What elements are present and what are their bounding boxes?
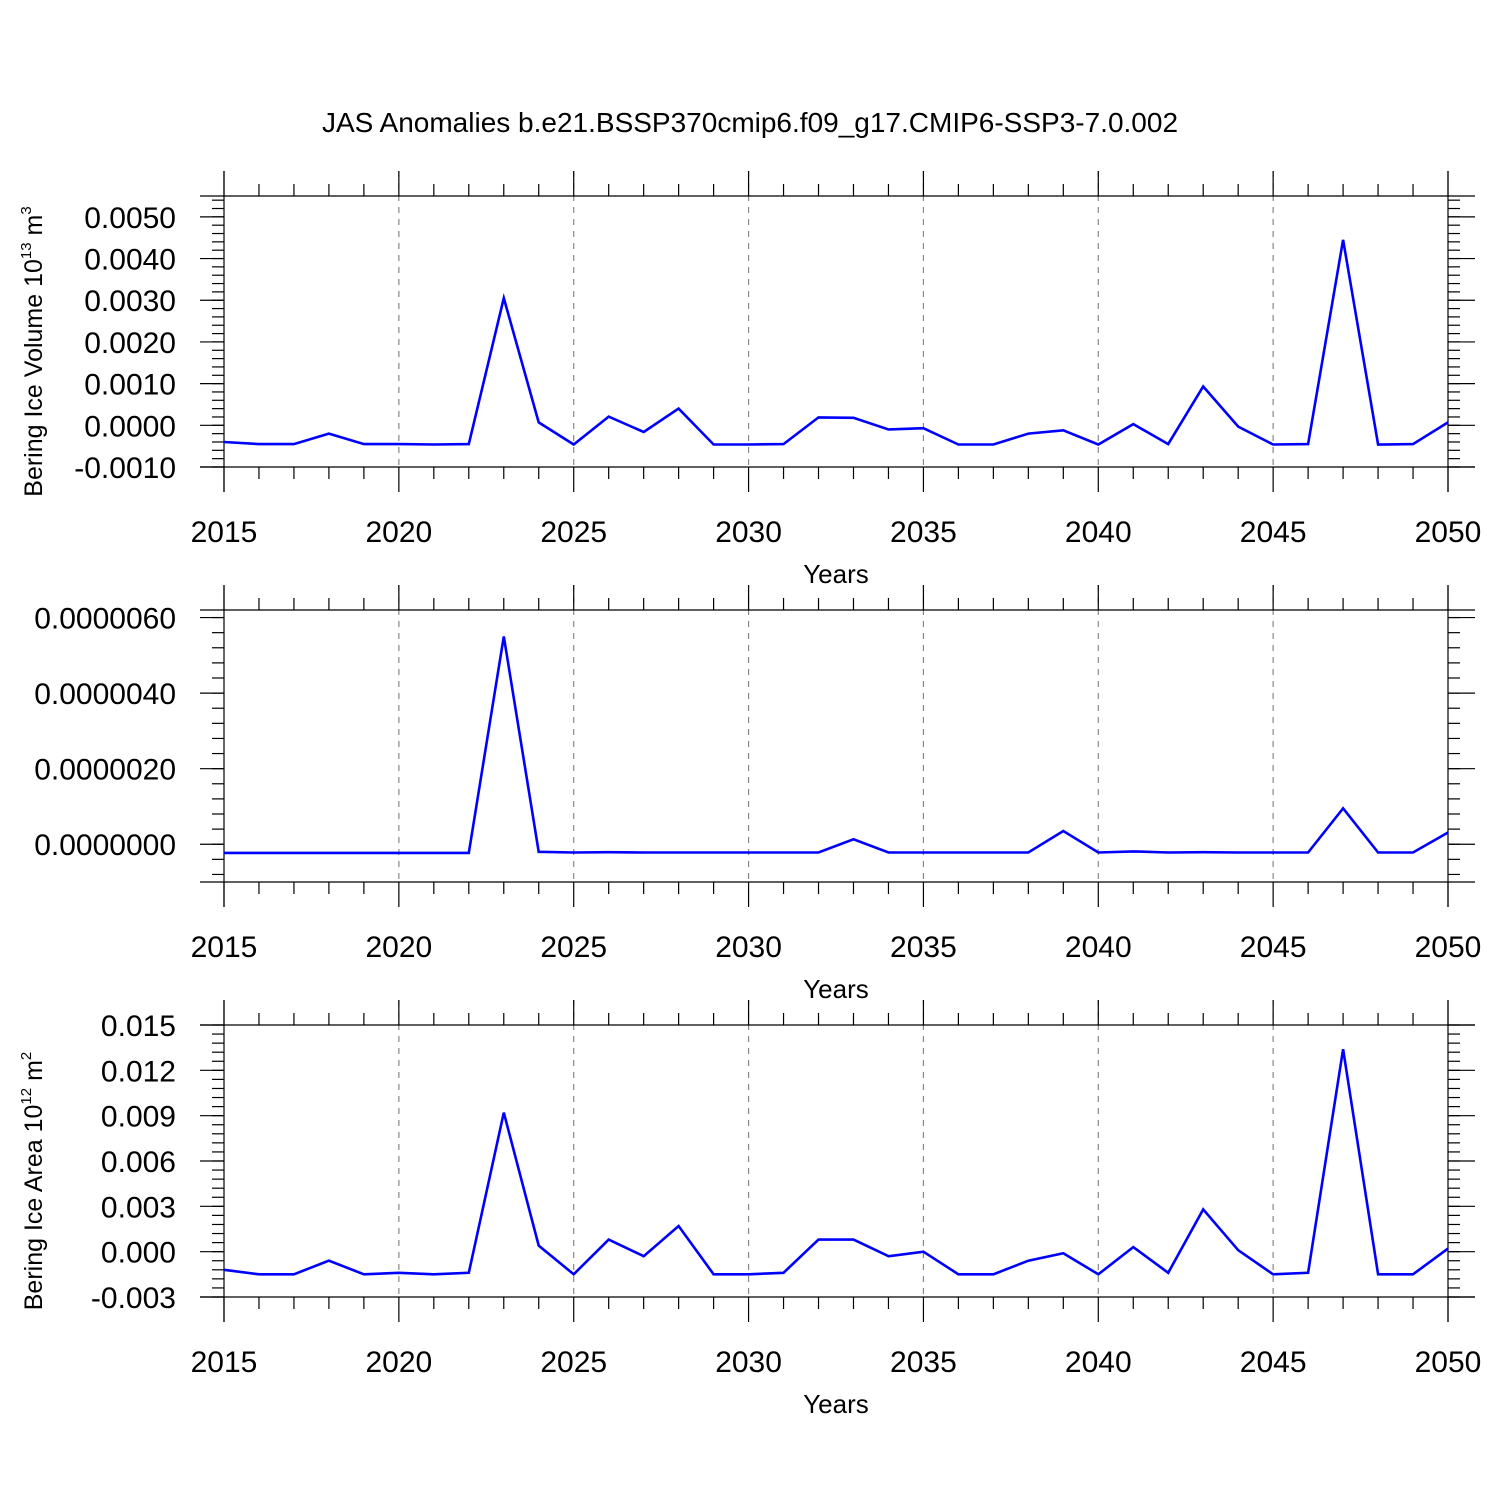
series-line: [223, 239, 1449, 447]
x-tick-label: 2020: [365, 516, 432, 549]
y-tick-label: 0.012: [101, 1055, 176, 1088]
x-axis-label: Years: [803, 1389, 869, 1419]
y-tick-label: 0.0000020: [34, 754, 176, 787]
x-tick-label: 2045: [1240, 931, 1307, 964]
y-tick-label: -0.0010: [74, 452, 176, 485]
x-tick-label: 2045: [1240, 1346, 1307, 1379]
y-tick-label: 0.0000040: [34, 678, 176, 711]
x-tick-label: 2015: [191, 516, 258, 549]
x-axis-label: Years: [803, 974, 869, 1004]
x-tick-label: 2020: [365, 931, 432, 964]
y-tick-label: 0.006: [101, 1146, 176, 1179]
x-tick-label: 2040: [1065, 516, 1132, 549]
y-tick-label: 0.0040: [84, 244, 176, 277]
figure-title: JAS Anomalies b.e21.BSSP370cmip6.f09_g17…: [322, 107, 1178, 138]
y-tick-label: 0.003: [101, 1191, 176, 1224]
x-axis-label: Years: [803, 559, 869, 589]
y-axis-label: Bering Ice Area 1012 m2: [18, 1052, 48, 1311]
y-tick-label: 0.009: [101, 1101, 176, 1134]
x-tick-label: 2050: [1415, 931, 1482, 964]
x-tick-label: 2035: [890, 931, 957, 964]
x-tick-label: 2050: [1415, 1346, 1482, 1379]
y-tick-label: 0.0000: [84, 410, 176, 443]
y-tick-label: -0.003: [91, 1282, 176, 1315]
x-tick-label: 2025: [540, 931, 607, 964]
x-tick-label: 2040: [1065, 931, 1132, 964]
panel-3: -0.003 0.000 0.003 0.006 0.009 0.012 0.015 2015…: [18, 1000, 1481, 1419]
panel-1: -0.0010 0.0000 0.0010 0.0020 0.0030 0.0040 0.0…: [18, 171, 1481, 589]
y-tick-label: 0.0010: [84, 369, 176, 402]
x-tick-label: 2030: [715, 931, 782, 964]
panel-2: 0.0000000 0.0000020 0.0000040 0.0000060 2015…: [34, 585, 1481, 1004]
y-tick-label: 0.0000000: [34, 829, 176, 862]
y-tick-label: 0.000: [101, 1237, 176, 1270]
x-tick-label: 2015: [191, 931, 258, 964]
x-tick-label: 2050: [1415, 516, 1482, 549]
series-line: [223, 1048, 1449, 1277]
x-tick-label: 2015: [191, 1346, 258, 1379]
x-tick-label: 2045: [1240, 516, 1307, 549]
y-tick-label: 0.015: [101, 1010, 176, 1043]
x-tick-label: 2035: [890, 516, 957, 549]
x-tick-label: 2040: [1065, 1346, 1132, 1379]
y-axis-label: Bering Ice Volume 1013 m3: [18, 206, 48, 496]
y-tick-label: 0.0030: [84, 285, 176, 318]
x-tick-label: 2030: [715, 516, 782, 549]
y-tick-label: 0.0020: [84, 327, 176, 360]
x-tick-label: 2025: [540, 1346, 607, 1379]
y-tick-label: 0.0050: [84, 202, 176, 235]
x-tick-label: 2030: [715, 1346, 782, 1379]
x-tick-label: 2035: [890, 1346, 957, 1379]
y-tick-label: 0.0000060: [34, 603, 176, 636]
x-tick-label: 2025: [540, 516, 607, 549]
x-tick-label: 2020: [365, 1346, 432, 1379]
series-line: [224, 636, 1449, 855]
